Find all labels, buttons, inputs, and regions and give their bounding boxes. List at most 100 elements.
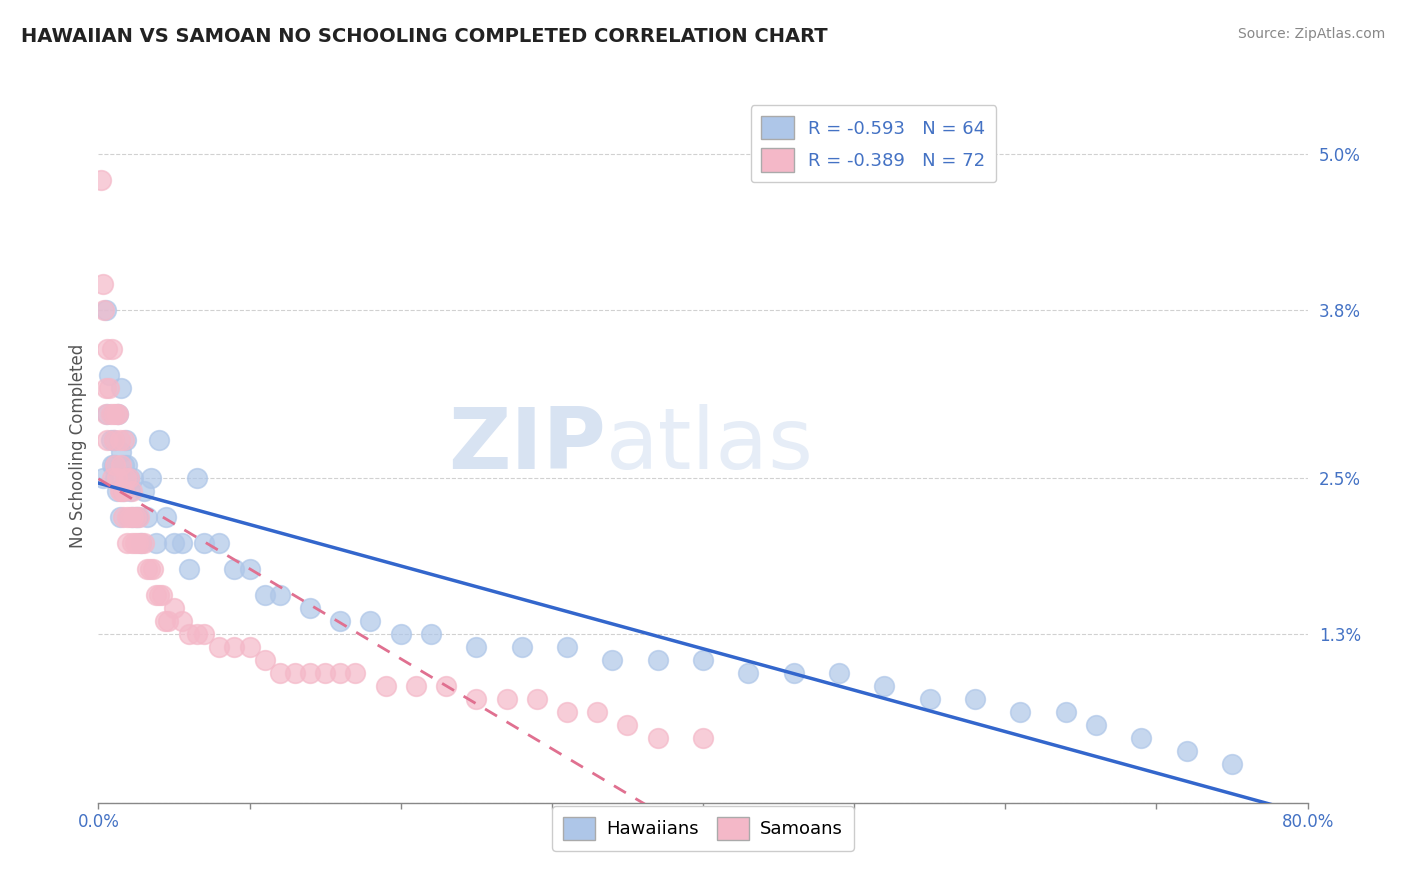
Point (132, 484, 155, 499)
Point (112, 458, 135, 473)
Point (107, 407, 129, 421)
Point (179, 627, 201, 641)
Point (239, 562, 262, 576)
Legend: Hawaiians, Samoans: Hawaiians, Samoans (553, 806, 853, 851)
Point (100, 407, 122, 421)
Point (118, 471, 141, 485)
Point (692, 653, 714, 667)
Point (224, 562, 246, 576)
Point (783, 666, 806, 681)
Point (93, 302, 115, 317)
Point (1085, 718, 1108, 732)
Point (110, 458, 132, 473)
Point (269, 588, 291, 602)
Point (94, 381, 117, 395)
Point (101, 342, 124, 356)
Point (90, 173, 112, 187)
Point (104, 458, 127, 473)
Point (148, 433, 170, 447)
Point (314, 666, 336, 681)
Point (110, 484, 132, 499)
Point (828, 666, 851, 681)
Point (495, 692, 517, 706)
Point (586, 705, 609, 719)
Point (253, 653, 276, 667)
Point (224, 640, 246, 654)
Point (112, 484, 135, 499)
Point (110, 445, 132, 459)
Point (510, 640, 533, 654)
Text: Source: ZipAtlas.com: Source: ZipAtlas.com (1237, 27, 1385, 41)
Point (108, 484, 131, 499)
Point (148, 588, 170, 602)
Point (121, 536, 143, 550)
Point (344, 666, 367, 681)
Point (434, 679, 457, 693)
Point (145, 536, 167, 550)
Point (193, 627, 215, 641)
Point (1175, 744, 1198, 758)
Point (127, 536, 149, 550)
Point (208, 536, 231, 550)
Point (329, 614, 352, 628)
Point (1054, 705, 1077, 719)
Point (602, 653, 624, 667)
Point (873, 679, 896, 693)
Text: atlas: atlas (606, 404, 814, 488)
Point (110, 381, 132, 395)
Point (125, 510, 148, 524)
Point (208, 640, 231, 654)
Point (163, 536, 186, 550)
Point (108, 510, 131, 524)
Point (120, 484, 142, 499)
Point (105, 407, 128, 421)
Point (111, 510, 134, 524)
Point (179, 562, 201, 576)
Point (98, 381, 121, 395)
Point (124, 536, 146, 550)
Point (107, 407, 129, 421)
Point (114, 433, 136, 447)
Point (101, 458, 124, 473)
Text: HAWAIIAN VS SAMOAN NO SCHOOLING COMPLETED CORRELATION CHART: HAWAIIAN VS SAMOAN NO SCHOOLING COMPLETE… (21, 27, 828, 45)
Point (389, 627, 412, 641)
Point (465, 692, 488, 706)
Point (420, 627, 443, 641)
Point (253, 588, 276, 602)
Point (918, 692, 941, 706)
Point (555, 640, 578, 654)
Point (142, 562, 165, 576)
Point (125, 510, 148, 524)
Point (299, 666, 322, 681)
Point (155, 510, 177, 524)
Point (737, 666, 759, 681)
Point (299, 601, 322, 615)
Point (139, 562, 162, 576)
Point (170, 614, 193, 628)
Point (114, 471, 136, 485)
Point (156, 614, 179, 628)
Point (96, 407, 118, 421)
Point (101, 471, 124, 485)
Point (103, 433, 125, 447)
Point (94, 302, 117, 317)
Point (193, 536, 215, 550)
Point (122, 510, 145, 524)
Point (128, 510, 150, 524)
Point (153, 614, 176, 628)
Point (91, 277, 114, 291)
Point (1010, 705, 1032, 719)
Point (127, 510, 149, 524)
Text: ZIP: ZIP (449, 404, 606, 488)
Point (115, 458, 138, 473)
Point (965, 692, 987, 706)
Point (105, 484, 128, 499)
Point (465, 640, 488, 654)
Point (269, 666, 291, 681)
Point (115, 510, 138, 524)
Point (170, 536, 193, 550)
Point (239, 640, 262, 654)
Point (329, 666, 352, 681)
Point (135, 510, 157, 524)
Point (111, 484, 134, 499)
